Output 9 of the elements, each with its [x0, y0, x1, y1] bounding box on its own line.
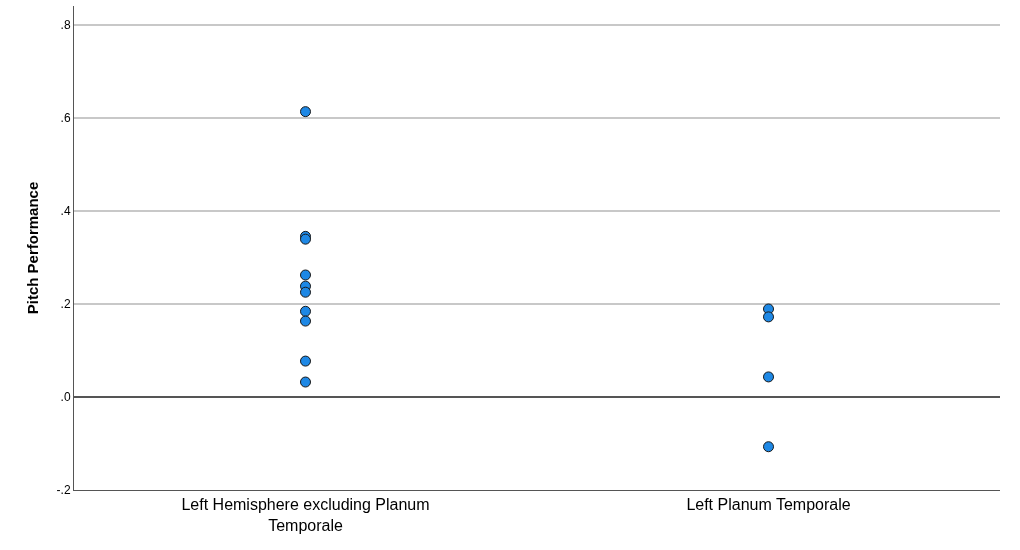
y-tick-label: .6	[60, 110, 71, 125]
x-tick-label: Left Hemisphere excluding Planum Temporale	[181, 496, 430, 534]
y-tick-label: .0	[60, 390, 71, 405]
x-tick-label: Left Planum Temporale	[686, 496, 851, 514]
y-axis-title: Pitch Performance	[23, 181, 41, 315]
y-tick-label: .4	[60, 203, 71, 218]
y-tick-label: .2	[60, 297, 71, 312]
y-tick-label: -.2	[56, 483, 71, 498]
y-tick-label: .8	[60, 17, 71, 32]
